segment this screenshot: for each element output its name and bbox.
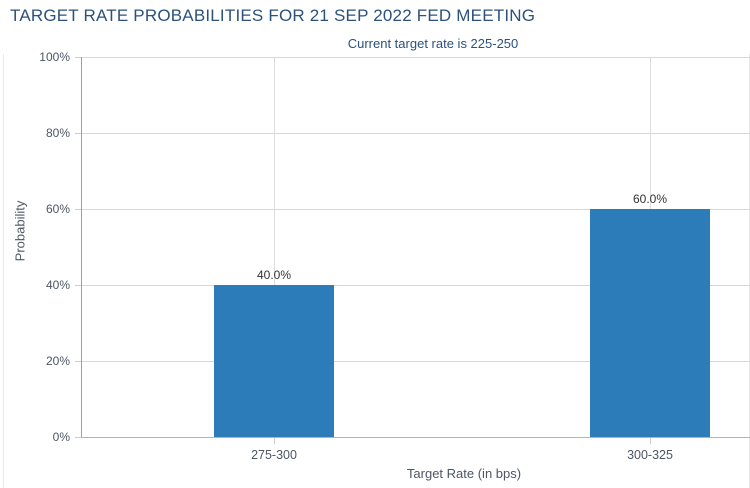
y-axis-tick-label: 40%	[45, 278, 70, 292]
chart-title: TARGET RATE PROBABILITIES FOR 21 SEP 202…	[10, 6, 536, 25]
v-gridline	[274, 57, 275, 437]
h-gridline	[82, 285, 750, 286]
x-axis-tick	[650, 438, 651, 444]
bar-value-label: 40.0%	[256, 268, 292, 282]
bar-300-325[interactable]	[590, 209, 710, 437]
y-axis-tick-label: 0%	[52, 430, 70, 444]
x-axis-tick	[274, 438, 275, 444]
bar-275-300[interactable]	[214, 285, 334, 437]
x-axis-category-label: 275-300	[251, 448, 297, 462]
y-axis-tick	[75, 57, 81, 58]
y-axis-tick	[75, 209, 81, 210]
x-axis-line	[81, 437, 750, 438]
h-gridline	[82, 57, 750, 58]
y-axis-line	[81, 57, 82, 438]
h-gridline	[82, 209, 750, 210]
h-gridline	[82, 361, 750, 362]
y-axis-tick	[75, 361, 81, 362]
y-axis-tick-label: 100%	[39, 50, 70, 64]
chart-subtitle: Current target rate is 225-250	[347, 36, 519, 51]
y-axis-tick	[75, 437, 81, 438]
y-axis-tick-label: 20%	[45, 354, 70, 368]
y-axis-title: Probability	[12, 200, 28, 262]
y-axis-tick	[75, 285, 81, 286]
y-axis-tick	[75, 133, 81, 134]
h-gridline	[82, 133, 750, 134]
bar-value-label: 60.0%	[632, 192, 668, 206]
x-axis-title: Target Rate (in bps)	[406, 466, 522, 481]
y-axis-tick-label: 60%	[45, 202, 70, 216]
x-axis-category-label: 300-325	[627, 448, 673, 462]
y-axis-tick-label: 80%	[45, 126, 70, 140]
